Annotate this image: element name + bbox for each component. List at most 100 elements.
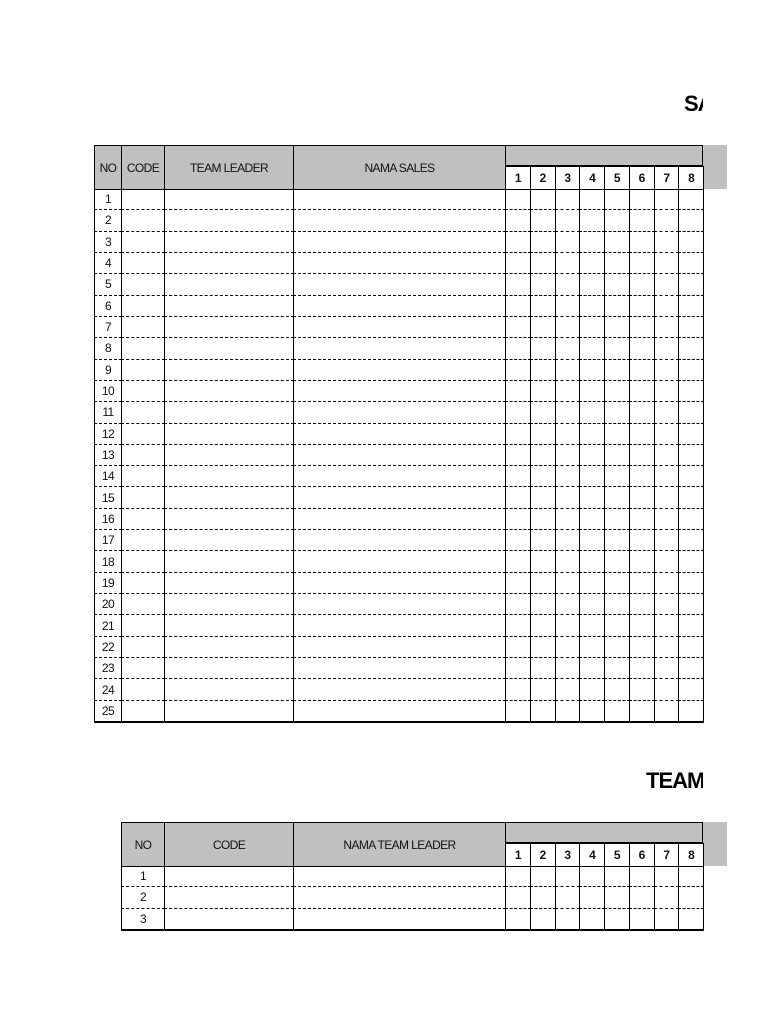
empty-cell: [678, 508, 704, 531]
empty-cell: [529, 594, 556, 616]
empty-cell: [121, 572, 165, 595]
empty-cell: [554, 295, 581, 317]
empty-cell: [579, 594, 605, 616]
empty-cell: [164, 210, 294, 232]
row-number: 8: [94, 338, 122, 360]
empty-cell: [529, 866, 556, 888]
day-header: 6: [628, 843, 655, 867]
empty-cell: [678, 908, 704, 931]
empty-cell: [164, 231, 294, 253]
empty-cell: [628, 423, 655, 445]
empty-cell: [505, 380, 531, 403]
empty-cell: [579, 444, 605, 467]
empty-cell: [293, 700, 506, 723]
empty-cell: [628, 295, 655, 317]
day-header: 5: [604, 166, 630, 190]
empty-cell: [678, 274, 704, 296]
empty-cell: [604, 274, 630, 296]
empty-cell: [505, 530, 531, 552]
empty-cell: [628, 402, 655, 424]
empty-cell: [678, 210, 704, 232]
empty-cell: [121, 700, 165, 723]
empty-cell: [579, 700, 605, 723]
row-number: 17: [94, 530, 122, 552]
empty-cell: [579, 189, 605, 211]
header-cell: NAMA SALES: [293, 145, 506, 190]
empty-cell: [653, 572, 680, 595]
empty-cell: [121, 231, 165, 253]
empty-cell: [121, 316, 165, 339]
empty-cell: [121, 252, 165, 275]
empty-cell: [653, 487, 680, 509]
empty-cell: [293, 252, 506, 275]
empty-cell: [529, 530, 556, 552]
empty-cell: [579, 887, 605, 909]
empty-cell: [121, 658, 165, 680]
empty-cell: [678, 679, 704, 701]
empty-cell: [293, 359, 506, 381]
empty-cell: [164, 444, 294, 467]
empty-cell: [293, 572, 506, 595]
empty-cell: [653, 252, 680, 275]
empty-cell: [579, 530, 605, 552]
empty-cell: [628, 359, 655, 381]
empty-cell: [604, 594, 630, 616]
empty-cell: [579, 423, 605, 445]
empty-cell: [678, 444, 704, 467]
empty-cell: [554, 380, 581, 403]
empty-cell: [121, 487, 165, 509]
row-number: 19: [94, 572, 122, 595]
empty-cell: [164, 530, 294, 552]
empty-cell: [529, 615, 556, 637]
row-number: 22: [94, 636, 122, 659]
empty-cell: [293, 444, 506, 467]
row-number: 20: [94, 594, 122, 616]
empty-cell: [529, 679, 556, 701]
empty-cell: [164, 615, 294, 637]
empty-cell: [554, 402, 581, 424]
empty-cell: [505, 402, 531, 424]
empty-cell: [653, 189, 680, 211]
empty-cell: [604, 887, 630, 909]
empty-cell: [653, 866, 680, 888]
empty-cell: [121, 636, 165, 659]
empty-cell: [628, 508, 655, 531]
empty-cell: [554, 466, 581, 488]
empty-cell: [653, 658, 680, 680]
empty-cell: [554, 866, 581, 888]
empty-cell: [164, 572, 294, 595]
empty-cell: [628, 594, 655, 616]
empty-cell: [505, 658, 531, 680]
row-number: 11: [94, 402, 122, 424]
empty-cell: [529, 423, 556, 445]
empty-cell: [505, 316, 531, 339]
empty-cell: [579, 487, 605, 509]
empty-cell: [653, 338, 680, 360]
empty-cell: [164, 658, 294, 680]
empty-cell: [293, 594, 506, 616]
empty-cell: [678, 466, 704, 488]
empty-cell: [604, 487, 630, 509]
empty-cell: [678, 316, 704, 339]
empty-cell: [653, 508, 680, 531]
empty-cell: [293, 466, 506, 488]
empty-cell: [529, 402, 556, 424]
row-number: 1: [94, 189, 122, 211]
empty-cell: [293, 295, 506, 317]
empty-cell: [121, 679, 165, 701]
empty-cell: [604, 908, 630, 931]
empty-cell: [529, 231, 556, 253]
empty-cell: [628, 316, 655, 339]
empty-cell: [293, 887, 506, 909]
section-title: SA: [684, 91, 703, 116]
empty-cell: [164, 679, 294, 701]
empty-cell: [121, 508, 165, 531]
empty-cell: [653, 887, 680, 909]
empty-cell: [653, 402, 680, 424]
empty-cell: [579, 658, 605, 680]
empty-cell: [164, 551, 294, 573]
day-header: 8: [678, 843, 704, 867]
empty-cell: [293, 658, 506, 680]
row-number: 2: [94, 210, 122, 232]
empty-cell: [164, 189, 294, 211]
